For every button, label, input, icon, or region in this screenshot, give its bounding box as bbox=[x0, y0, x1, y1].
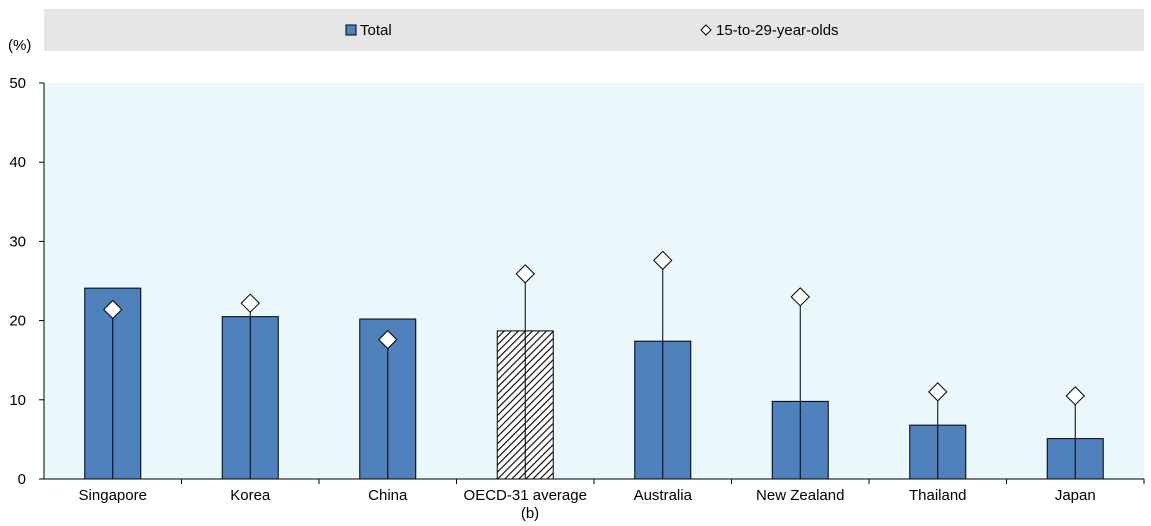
category-note: (b) bbox=[521, 505, 539, 522]
y-tick-label: 0 bbox=[18, 471, 26, 488]
y-tick-label: 50 bbox=[9, 75, 26, 92]
x-tick-label: OECD-31 average bbox=[464, 487, 587, 504]
y-axis: 0 10 20 30 40 50 bbox=[9, 75, 44, 488]
x-tick-label: Korea bbox=[230, 487, 271, 504]
diamond-marker bbox=[103, 299, 123, 320]
diamond-marker bbox=[928, 382, 948, 402]
y-unit-label: (%) bbox=[8, 37, 31, 54]
x-tick-label: China bbox=[368, 487, 408, 504]
diamond-marker bbox=[378, 329, 398, 350]
legend-youth-label: 15-to-29-year-olds bbox=[716, 22, 839, 39]
diamond-marker bbox=[515, 264, 535, 284]
diamond-marker bbox=[240, 293, 260, 313]
x-tick-label: New Zealand bbox=[756, 487, 844, 504]
legend-youth-marker bbox=[700, 24, 712, 36]
y-tick-label: 20 bbox=[9, 313, 26, 330]
x-tick-label: Singapore bbox=[79, 487, 147, 504]
diamond-marker bbox=[653, 250, 673, 271]
y-tick-label: 40 bbox=[9, 154, 26, 171]
diamond-marker bbox=[1065, 386, 1085, 406]
legend-total-label: Total bbox=[360, 22, 392, 39]
diamond-marker bbox=[790, 287, 810, 307]
x-axis-labels: Singapore Korea China OECD-31 average Austra… bbox=[79, 479, 1145, 504]
x-tick-label: Australia bbox=[634, 487, 693, 504]
y-tick-label: 30 bbox=[9, 233, 26, 250]
marker-series-youth bbox=[103, 250, 1085, 406]
stem-lines bbox=[112, 260, 1076, 479]
legend-total-swatch bbox=[345, 24, 357, 36]
plot-area bbox=[44, 83, 1144, 479]
y-tick-label: 10 bbox=[9, 392, 26, 409]
x-tick-label: Thailand bbox=[909, 487, 967, 504]
legend-background bbox=[44, 9, 1144, 51]
x-tick-label: Japan bbox=[1055, 487, 1096, 504]
